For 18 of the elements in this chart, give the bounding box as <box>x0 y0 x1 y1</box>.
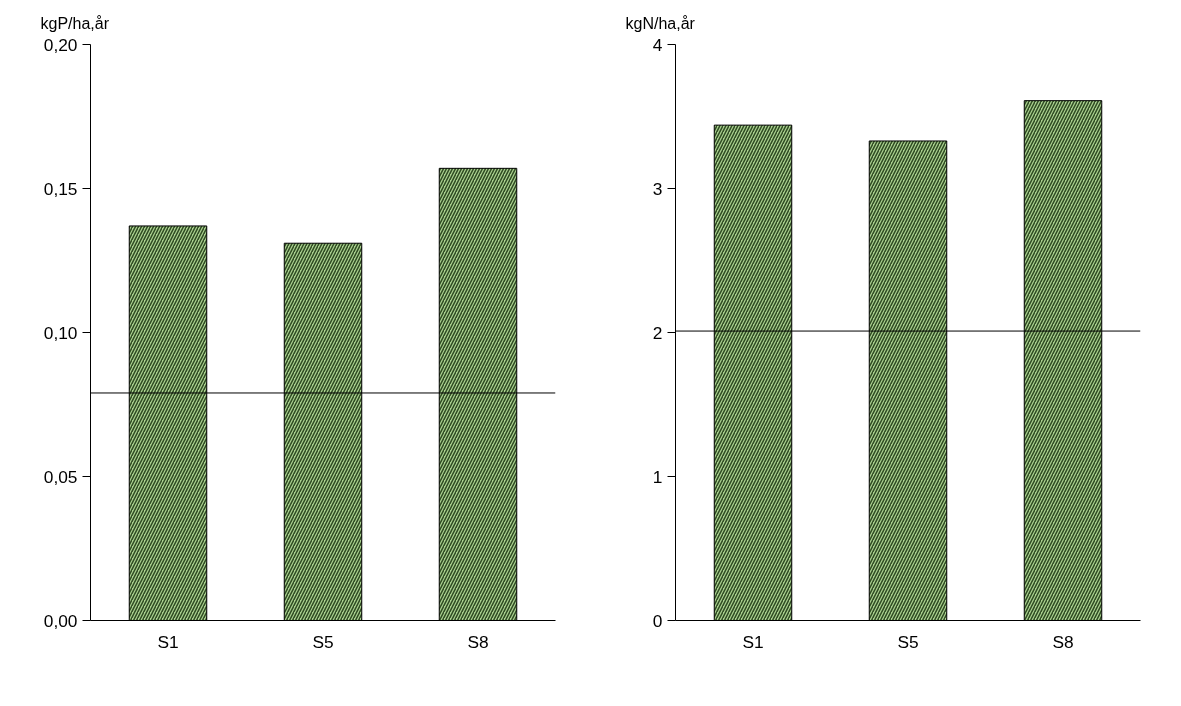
y-tick-label: 1 <box>652 466 663 487</box>
y-axis-title: kgP/ha,år <box>40 15 110 32</box>
x-tick-label: S1 <box>157 631 179 652</box>
x-tick-label: S8 <box>467 631 489 652</box>
y-tick-label: 4 <box>652 34 663 55</box>
x-tick-label: S5 <box>312 631 334 652</box>
x-tick-label: S8 <box>1052 631 1074 652</box>
y-tick-label: 0,05 <box>43 466 78 487</box>
x-tick-label: S1 <box>742 631 764 652</box>
y-tick-label: 0 <box>652 610 663 631</box>
y-tick-label: 0,10 <box>43 322 78 343</box>
y-tick-label: 0,15 <box>43 178 78 199</box>
y-axis-title: kgN/ha,år <box>625 15 696 32</box>
y-tick-label: 2 <box>652 322 663 343</box>
y-tick-label: 0,20 <box>43 34 78 55</box>
y-tick-label: 3 <box>652 178 663 199</box>
x-tick-label: S5 <box>897 631 919 652</box>
y-tick-label: 0,00 <box>43 610 78 631</box>
